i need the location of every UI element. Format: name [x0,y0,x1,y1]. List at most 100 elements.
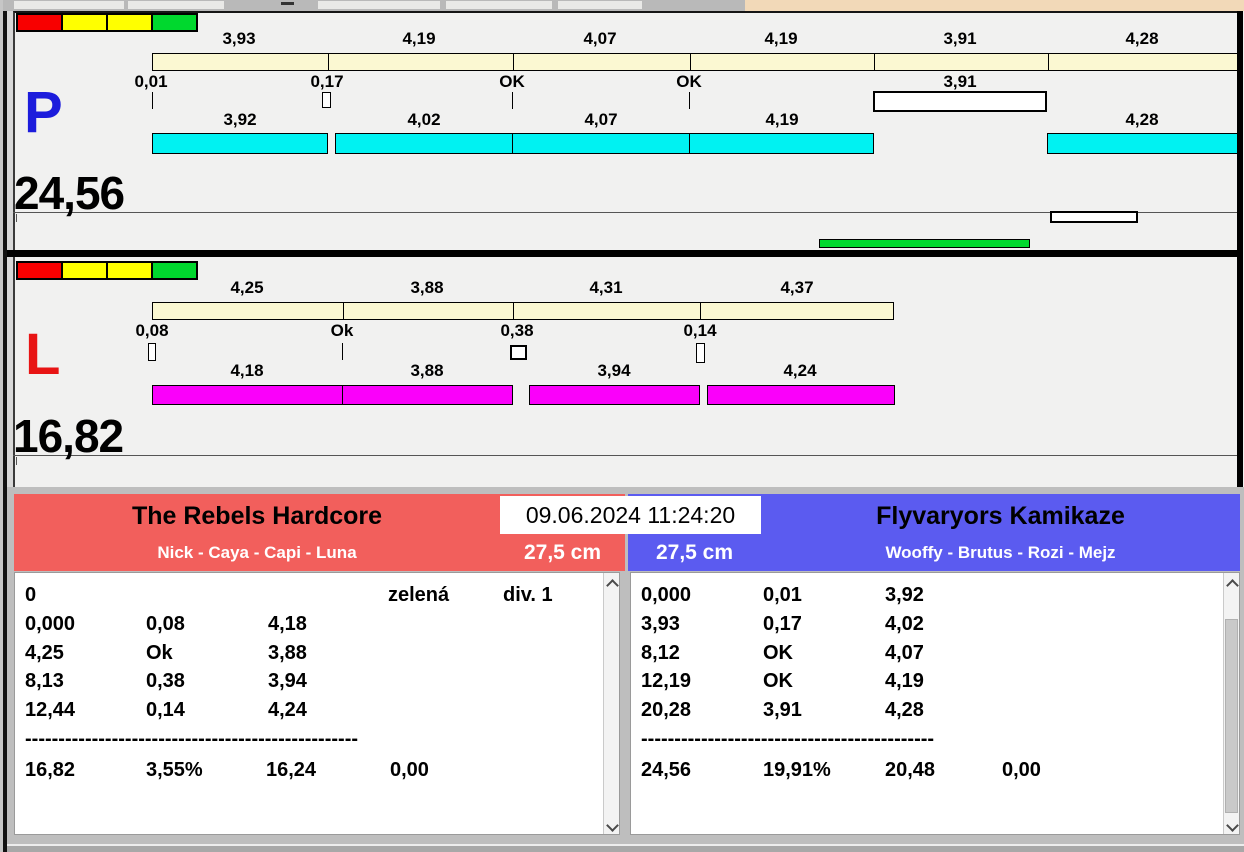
p-change-label: 0,17 [310,73,343,90]
scroll-up-icon[interactable] [606,579,619,592]
p-split-label: 4,19 [765,111,798,128]
l-top-split-label: 4,31 [589,279,622,296]
p-top-split-label: 4,07 [583,30,616,47]
log-row: 12,44 0,14 4,24 [15,699,619,727]
log-cell: 4,24 [268,699,307,721]
p-reference-bar-divider [874,54,875,70]
light-cell-red [18,263,61,278]
scroll-down-icon[interactable] [606,819,619,832]
p-top-split-label: 4,19 [764,30,797,47]
log-cell: 4,25 [25,642,64,664]
left-run-log[interactable]: 0 zelená div. 1 0,000 0,08 4,18 4,25 Ok … [14,572,620,835]
log-cell: 0,17 [763,613,802,635]
log-total-percent: 3,55% [146,759,203,781]
log-color-label: zelená [388,584,449,606]
log-header-row: 0 zelená div. 1 [15,584,619,612]
l-split-bar [152,385,343,405]
light-cell-green [153,15,196,30]
l-change-label: 0,14 [683,322,716,339]
p-split-bar [1047,133,1238,154]
log-row: 8,12 OK 4,07 [631,642,1239,670]
p-split-bar [512,133,690,154]
log-cell: 0,000 [25,613,75,635]
top-tan-strip [745,0,1244,11]
p-change-tick [689,92,690,109]
p-split-label: 4,28 [1125,111,1158,128]
bottom-status-strip [7,846,1244,852]
window-fragment-segment [318,1,440,9]
log-total-penalty: 0,00 [390,759,429,781]
light-cell-yellow [108,15,151,30]
p-change-marker-box [322,92,331,108]
log-row: 0,000 0,08 4,18 [15,613,619,641]
l-split-bar [342,385,513,405]
p-change-label: 3,91 [943,73,976,90]
scroll-up-icon[interactable] [1226,579,1239,592]
log-cell: 4,28 [885,699,924,721]
log-cell: 3,91 [763,699,802,721]
l-top-split-label: 4,25 [230,279,263,296]
log-cell: OK [763,670,793,692]
light-cell-yellow [108,263,151,278]
go-green-bar [819,239,1030,248]
p-change-label: OK [676,73,702,90]
log-cell: 3,92 [885,584,924,606]
p-change-tick [152,92,153,109]
light-cell-yellow [63,263,106,278]
log-cell: 12,19 [641,670,691,692]
log-row: 4,25 Ok 3,88 [15,642,619,670]
l-split-label: 4,18 [230,362,263,379]
lane-l-letter: L [25,326,60,384]
lane-p-traffic-light [16,13,198,32]
log-start-value: 0 [25,584,36,606]
p-split-bar [335,133,513,154]
log-totals-row: 16,82 3,55% 16,24 0,00 [15,759,619,787]
l-reference-bar-divider [700,303,701,319]
window-fragment-dash [281,2,294,5]
log-cell: 20,28 [641,699,691,721]
log-total-net: 20,48 [885,759,935,781]
right-run-log[interactable]: 0,000 0,01 3,92 3,93 0,17 4,02 8,12 OK 4… [630,572,1240,835]
log-cell: 12,44 [25,699,75,721]
lane-l-total-time: 16,82 [13,413,123,459]
l-change-marker-square [510,345,527,360]
lane-divider [7,250,1237,257]
window-fragment-segment [128,1,224,9]
l-change-label: 0,38 [500,322,533,339]
light-cell-yellow [63,15,106,30]
log-separator: ----------------------------------------… [641,728,934,750]
log-row: 20,28 3,91 4,28 [631,699,1239,727]
log-row: 3,93 0,17 4,02 [631,613,1239,641]
left-team-dogs: Nick - Caya - Capi - Luna [14,543,500,563]
p-top-split-label: 3,91 [943,30,976,47]
left-log-scrollbar[interactable] [603,573,619,834]
p-top-split-label: 4,28 [1125,30,1158,47]
l-reference-bar-divider [343,303,344,319]
log-cell: 4,02 [885,613,924,635]
flyball-timer-window: 3,93 4,19 4,07 4,19 3,91 4,28 0,01 0,17 … [0,0,1244,852]
p-split-label: 4,02 [407,111,440,128]
scroll-down-icon[interactable] [1226,819,1239,832]
l-change-label: 0,08 [135,322,168,339]
right-team-name: Flyvaryors Kamikaze [761,501,1240,531]
l-split-label: 3,94 [597,362,630,379]
log-cell: 8,13 [25,670,64,692]
right-log-scrollbar[interactable] [1223,573,1239,834]
log-total-penalty: 0,00 [1002,759,1041,781]
window-right-border [1237,11,1243,487]
scrollbar-thumb[interactable] [1225,619,1238,813]
window-fragment-segment [14,1,124,9]
l-change-marker-box [696,343,705,363]
log-row: 12,19 OK 4,19 [631,670,1239,698]
log-total-percent: 19,91% [763,759,831,781]
l-split-bar [529,385,700,405]
l-split-bar [707,385,895,405]
log-cell: 4,19 [885,670,924,692]
p-pending-split-box [873,91,1047,112]
top-window-fragment-strip [3,0,745,11]
right-team-height: 27,5 cm [628,541,761,565]
log-cell: 0,14 [146,699,185,721]
p-reference-bar-divider [513,54,514,70]
lane-p-total-time: 24,56 [14,170,124,216]
l-top-split-label: 3,88 [410,279,443,296]
